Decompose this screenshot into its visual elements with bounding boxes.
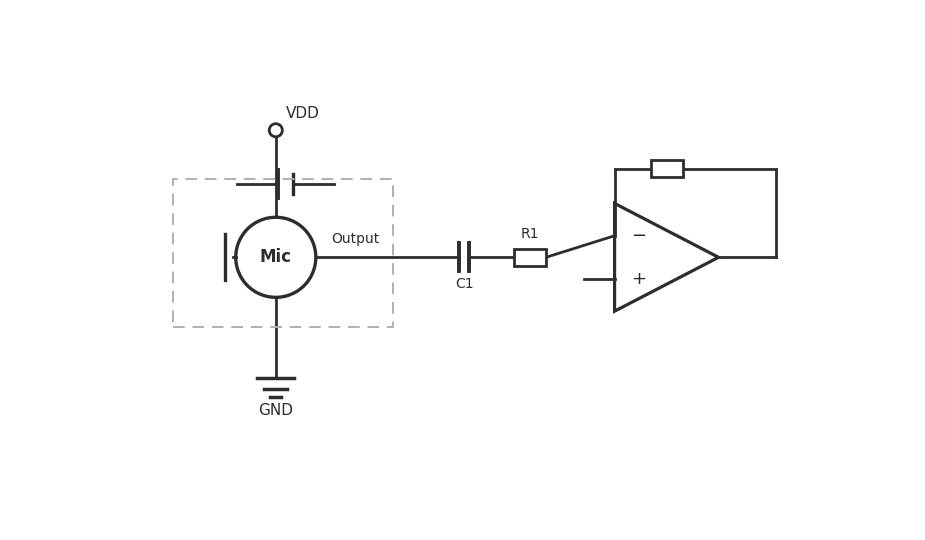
Text: R1: R1 (521, 227, 539, 241)
Text: +: + (632, 270, 647, 288)
FancyBboxPatch shape (513, 249, 546, 266)
Text: Output: Output (332, 232, 380, 246)
Text: Mic: Mic (260, 248, 291, 266)
Text: −: − (632, 227, 647, 245)
Text: GND: GND (258, 403, 293, 418)
Text: C1: C1 (455, 276, 474, 291)
FancyBboxPatch shape (651, 160, 684, 177)
Text: VDD: VDD (286, 106, 320, 121)
